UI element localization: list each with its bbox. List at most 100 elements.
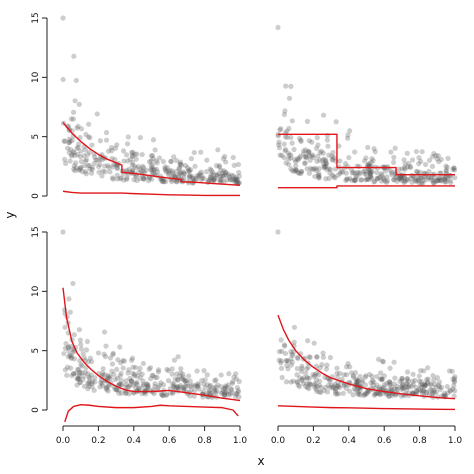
data-point — [164, 392, 170, 398]
data-point — [450, 376, 456, 382]
data-point — [222, 390, 228, 396]
data-point — [196, 382, 202, 388]
data-point — [405, 378, 412, 384]
data-point — [175, 354, 181, 360]
data-point — [321, 156, 327, 162]
data-point — [105, 383, 111, 389]
data-point — [110, 351, 116, 358]
data-point — [186, 167, 192, 173]
data-point — [406, 384, 412, 390]
data-point — [234, 391, 240, 397]
data-point — [399, 166, 405, 172]
data-point — [424, 381, 431, 387]
data-point — [228, 386, 234, 392]
data-point — [277, 127, 283, 133]
data-point — [66, 296, 72, 302]
data-point — [148, 153, 154, 159]
data-point — [422, 174, 428, 180]
data-point — [198, 169, 204, 175]
data-point — [285, 366, 291, 372]
data-point — [306, 380, 313, 386]
data-point — [159, 392, 165, 398]
data-point — [115, 357, 121, 363]
data-point — [378, 171, 384, 177]
data-point — [129, 378, 135, 384]
data-point — [149, 152, 156, 159]
data-point — [185, 168, 191, 175]
data-point — [89, 165, 95, 171]
data-point — [370, 379, 377, 385]
data-point — [392, 145, 398, 151]
data-point — [350, 392, 356, 398]
data-point — [371, 392, 378, 398]
data-point — [377, 174, 383, 180]
data-point — [203, 168, 210, 175]
data-point — [163, 178, 169, 185]
data-point — [345, 135, 351, 141]
data-point — [401, 178, 407, 184]
data-point — [222, 385, 228, 391]
data-point — [289, 359, 295, 365]
data-point — [294, 379, 301, 386]
data-point — [153, 166, 159, 172]
data-point — [281, 141, 287, 147]
data-point — [140, 360, 146, 367]
data-point — [103, 385, 109, 391]
data-point — [118, 175, 124, 181]
data-point — [129, 355, 136, 361]
data-point — [276, 357, 282, 363]
data-point — [451, 165, 457, 171]
data-point — [288, 362, 294, 368]
data-point — [430, 390, 436, 396]
data-point — [398, 393, 405, 399]
scatter-points-top-left — [60, 15, 242, 187]
data-point — [430, 154, 436, 160]
data-point — [110, 176, 116, 182]
data-point — [376, 391, 382, 397]
data-point — [333, 119, 339, 125]
data-point — [418, 176, 424, 182]
data-point — [225, 382, 232, 388]
data-point — [296, 135, 303, 142]
data-point — [431, 377, 437, 383]
data-point — [194, 384, 201, 390]
data-point — [130, 370, 136, 376]
data-point — [147, 365, 154, 371]
data-point — [450, 166, 456, 172]
data-point — [204, 372, 210, 378]
data-point — [63, 341, 69, 347]
data-point — [446, 368, 453, 374]
data-point — [294, 372, 300, 378]
data-point — [165, 168, 172, 174]
data-point — [224, 177, 230, 183]
data-point — [387, 168, 394, 174]
data-point — [297, 375, 303, 381]
data-point — [149, 167, 155, 173]
data-point — [397, 378, 403, 384]
data-point — [125, 134, 131, 140]
data-point — [171, 357, 178, 363]
data-point — [117, 176, 123, 182]
data-point — [435, 175, 442, 181]
data-point — [337, 158, 343, 164]
data-point — [86, 379, 93, 385]
data-point — [381, 384, 387, 390]
data-point — [184, 165, 191, 171]
x-axis-bottom-right: 0.0 0.2 0.4 0.6 0.8 1.0 — [271, 425, 462, 446]
data-point — [316, 372, 322, 378]
data-point — [276, 139, 282, 145]
data-point — [352, 370, 359, 376]
data-point — [399, 386, 405, 392]
data-point — [313, 377, 320, 383]
data-point — [320, 112, 327, 118]
data-point — [212, 388, 218, 395]
data-point — [312, 384, 318, 390]
data-point — [222, 153, 228, 160]
data-point — [288, 134, 294, 141]
data-point — [398, 177, 405, 183]
data-point — [96, 164, 102, 170]
data-point — [363, 171, 370, 177]
data-point — [357, 171, 363, 177]
data-point — [316, 382, 323, 389]
data-point — [387, 379, 393, 385]
